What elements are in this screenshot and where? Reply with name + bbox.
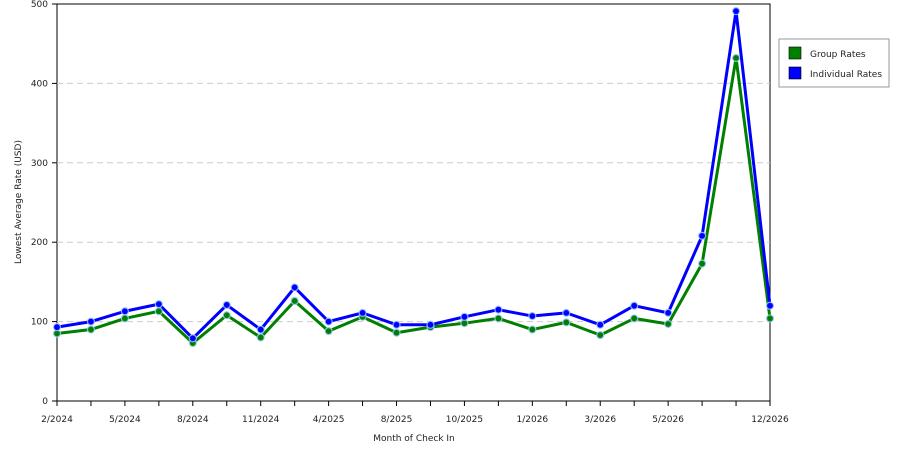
x-tick-label: 11/2024 xyxy=(242,415,280,425)
data-point-group-rates xyxy=(697,259,707,268)
axes: 0 100 200 300 400 500 2/2024 5/2024 8/2024 11/202… xyxy=(31,0,789,425)
x-tick-label: 12/2026 xyxy=(751,415,789,425)
data-point-individual-rates xyxy=(290,283,299,292)
x-tick-label: 8/2025 xyxy=(381,415,413,425)
data-point-group-rates xyxy=(256,333,265,342)
y-tick-label: 100 xyxy=(31,318,48,328)
data-point-individual-rates xyxy=(358,308,367,317)
x-tick-label: 2/2024 xyxy=(41,415,73,425)
y-tick-label: 0 xyxy=(42,397,48,407)
legend-swatch xyxy=(788,46,802,60)
x-tick-label: 4/2025 xyxy=(313,415,345,425)
data-point-individual-rates xyxy=(697,231,707,240)
legend: Group Rates Individual Rates xyxy=(778,38,890,88)
data-point-individual-rates xyxy=(596,320,605,329)
x-tick-label: 5/2026 xyxy=(652,415,684,425)
data-point-group-rates xyxy=(596,330,605,340)
data-point-individual-rates xyxy=(86,317,96,326)
data-point-group-rates xyxy=(392,328,401,337)
data-point-group-rates xyxy=(324,327,333,336)
data-point-group-rates xyxy=(765,314,775,323)
data-point-group-rates xyxy=(154,307,163,316)
data-point-individual-rates xyxy=(765,301,775,310)
data-point-individual-rates xyxy=(562,308,571,317)
data-point-group-rates xyxy=(222,311,231,320)
y-axis-title: Lowest Average Rate (USD) xyxy=(14,140,24,264)
data-point-individual-rates xyxy=(52,323,62,332)
data-point-group-rates xyxy=(664,319,673,329)
data-point-group-rates xyxy=(630,314,639,323)
plot-area xyxy=(56,3,771,402)
data-point-individual-rates xyxy=(120,307,130,316)
series-lines xyxy=(52,7,775,348)
data-point-individual-rates xyxy=(528,311,537,321)
y-tick-label: 300 xyxy=(31,159,48,169)
x-tick-label: 1/2026 xyxy=(516,415,548,425)
data-point-group-rates xyxy=(528,325,537,334)
x-tick-label: 5/2024 xyxy=(109,415,141,425)
data-point-individual-rates xyxy=(256,325,265,334)
y-tick-label: 200 xyxy=(31,238,48,248)
data-point-individual-rates xyxy=(392,320,401,329)
data-point-individual-rates xyxy=(426,320,435,329)
legend-label: Individual Rates xyxy=(810,70,882,80)
x-tick-label: 8/2024 xyxy=(177,415,209,425)
data-point-group-rates xyxy=(494,314,503,323)
data-point-group-rates xyxy=(86,325,96,334)
data-point-individual-rates xyxy=(731,7,741,16)
series-line-group-rates xyxy=(56,56,772,345)
x-tick-label: 3/2026 xyxy=(584,415,616,425)
data-point-group-rates xyxy=(120,314,130,323)
data-point-group-rates xyxy=(731,53,741,63)
x-tick-label: 10/2025 xyxy=(446,415,483,425)
data-point-group-rates xyxy=(562,318,571,327)
x-axis-title: Month of Check In xyxy=(373,434,455,444)
data-point-individual-rates xyxy=(222,300,231,310)
legend-label: Group Rates xyxy=(810,50,866,60)
data-point-individual-rates xyxy=(154,300,163,309)
data-point-individual-rates xyxy=(664,308,673,317)
data-point-individual-rates xyxy=(630,301,639,310)
data-point-individual-rates xyxy=(494,305,503,314)
data-point-individual-rates xyxy=(188,334,197,343)
data-point-group-rates xyxy=(290,296,299,306)
y-tick-label: 500 xyxy=(31,0,48,10)
data-point-individual-rates xyxy=(324,317,333,326)
y-tick-label: 400 xyxy=(31,79,48,89)
data-point-individual-rates xyxy=(460,312,469,321)
legend-swatch xyxy=(788,66,802,80)
series-line-individual-rates xyxy=(56,9,772,340)
